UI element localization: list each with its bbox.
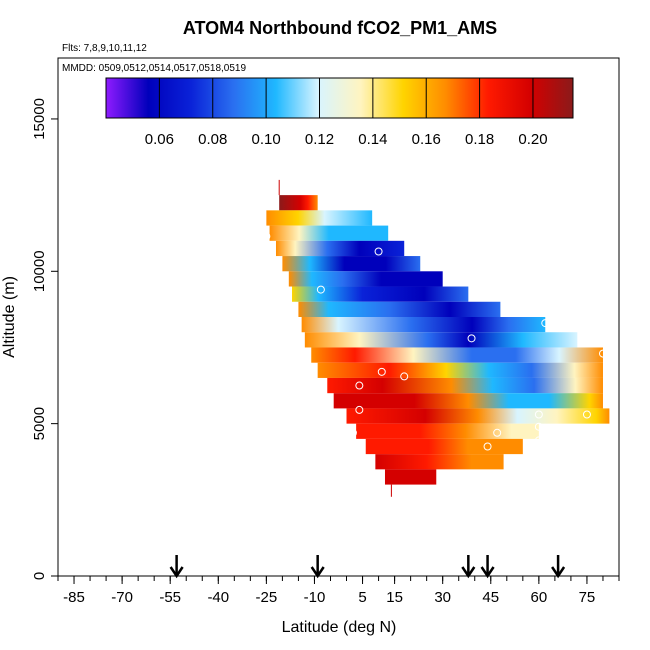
- y-tick-label: 15000: [31, 98, 48, 140]
- heatmap-band: [375, 454, 504, 470]
- y-tick-label: 10000: [31, 250, 48, 292]
- sample-point: [400, 372, 409, 381]
- heatmap-band: [365, 438, 523, 455]
- colorbar-tick-label: 0.18: [465, 131, 494, 148]
- sample-point: [598, 349, 607, 358]
- x-axis: -85 -70 -55 -40 -25 -10 5 15 30 45 60 75: [57, 576, 620, 606]
- colorbar-gradient: [106, 78, 573, 118]
- latitude-arrows: [169, 555, 566, 579]
- latitude-arrow-head: [480, 566, 495, 579]
- latitude-arrow-head: [169, 566, 184, 579]
- heatmap-band: [356, 423, 539, 439]
- y-tick-label: 0: [31, 572, 48, 580]
- x-tick-label: -25: [256, 589, 278, 606]
- heatmap-band: [327, 377, 603, 394]
- sample-point: [534, 410, 543, 419]
- sample-point: [355, 381, 364, 390]
- x-tick-label: -40: [207, 589, 229, 606]
- heatmap-band: [298, 301, 501, 317]
- flights-note: Flts: 7,8,9,10,11,12: [62, 43, 147, 54]
- heatmap-band: [317, 362, 603, 378]
- latitude-arrow-head: [310, 566, 325, 579]
- colorbar-tick-label: 0.12: [305, 131, 334, 148]
- chart-title: ATOM4 Northbound fCO2_PM1_AMS: [183, 18, 497, 38]
- heatmap-band: [288, 271, 443, 287]
- x-tick-label: 75: [579, 589, 596, 606]
- y-tick-label: 5000: [31, 407, 48, 440]
- y-axis: 0 5000 10000 15000: [31, 98, 58, 580]
- x-tick-label: -85: [63, 589, 85, 606]
- x-tick-label: 15: [386, 589, 403, 606]
- heatmap-band: [292, 286, 469, 302]
- heatmap-band: [279, 195, 318, 211]
- latitude-arrow-head: [551, 566, 566, 579]
- sample-point: [582, 410, 591, 419]
- heatmap-bands: [266, 179, 610, 497]
- sample-point: [374, 247, 383, 256]
- sample-points: [262, 232, 607, 451]
- dates-note: MMDD: 0509,0512,0514,0517,0518,0519: [62, 63, 246, 74]
- heatmap-band: [346, 408, 610, 424]
- sample-point: [493, 428, 502, 437]
- x-tick-label: -70: [111, 589, 133, 606]
- sample-point: [316, 285, 325, 294]
- x-tick-label: -55: [159, 589, 181, 606]
- sample-point: [541, 319, 550, 328]
- colorbar-tick-label: 0.20: [518, 131, 547, 148]
- heatmap-band: [269, 225, 389, 241]
- sample-point: [355, 405, 364, 414]
- colorbar-tick-label: 0.16: [412, 131, 441, 148]
- sample-point: [348, 428, 357, 437]
- heatmap-band: [333, 393, 603, 409]
- colorbar-border: [105, 77, 574, 119]
- heatmap-band: [304, 332, 578, 348]
- sample-point: [377, 367, 386, 376]
- sample-point: [262, 232, 271, 241]
- sample-point: [467, 334, 476, 343]
- x-axis-label: Latitude (deg N): [282, 619, 397, 636]
- y-axis-label: Altitude (m): [1, 276, 18, 358]
- sample-point: [534, 422, 543, 431]
- x-tick-label: 45: [482, 589, 499, 606]
- x-tick-label: -10: [304, 589, 326, 606]
- heatmap-band: [301, 317, 546, 333]
- x-tick-label: 30: [434, 589, 451, 606]
- x-tick-label: 60: [531, 589, 548, 606]
- heatmap-band: [282, 256, 421, 272]
- colorbar-tick-label: 0.06: [145, 131, 174, 148]
- colorbar-tick-label: 0.14: [358, 131, 387, 148]
- colorbar-tick-label: 0.08: [198, 131, 227, 148]
- sample-point: [483, 442, 492, 451]
- heatmap-band: [275, 240, 405, 257]
- sample-point: [534, 436, 543, 445]
- latitude-arrow-head: [461, 566, 476, 579]
- heatmap-band: [266, 210, 373, 226]
- heatmap-band: [311, 347, 603, 363]
- heatmap-band: [384, 469, 437, 485]
- colorbar-tick-label: 0.10: [252, 131, 281, 148]
- colorbar: 0.06 0.08 0.10 0.12 0.14 0.16 0.18 0.20: [105, 77, 574, 148]
- x-tick-label: 5: [358, 589, 366, 606]
- plot-frame: [57, 57, 620, 577]
